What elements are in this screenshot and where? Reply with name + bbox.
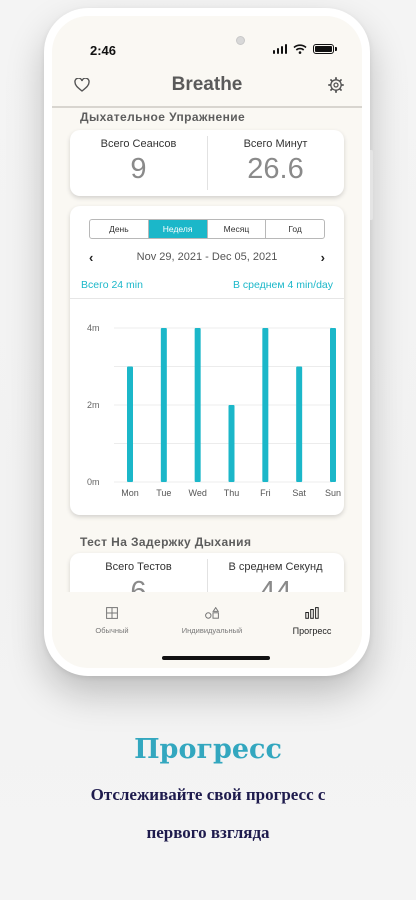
signal-icon (272, 44, 287, 54)
nav-bar: Breathe (52, 66, 362, 108)
period-segmented-control: День Неделя Месяц Год (89, 219, 325, 239)
x-tick-label: Mon (121, 488, 139, 498)
status-icons (272, 44, 337, 54)
x-tick-label: Thu (224, 488, 240, 498)
segment-day[interactable]: День (90, 220, 149, 238)
promo-title: Прогресс (134, 734, 282, 765)
tab-label: Обычный (95, 626, 129, 635)
stat-label: В среднем Секунд (228, 561, 323, 573)
status-bar: 2:46 (52, 16, 362, 60)
y-tick-label: 0m (87, 477, 100, 487)
promo-subtitle-line-1: Отслеживайте свой прогресс с (90, 785, 326, 804)
wifi-icon (293, 44, 307, 54)
camera-dot (236, 36, 245, 45)
stat-label: Всего Сеансов (100, 138, 177, 150)
bar-chart-icon (305, 607, 319, 619)
segment-week[interactable]: Неделя (148, 220, 208, 238)
tab-label: Индивидуальный (181, 626, 243, 635)
x-tick-label: Sun (325, 488, 341, 498)
chart-separator (70, 298, 344, 299)
bar-fri (262, 328, 269, 482)
shapes-icon (205, 606, 220, 619)
app-title: Breathe (171, 74, 243, 95)
weekly-bar-chart: 0m 2m 4m Mon Tue Wed Thu Fri Sat Sun (87, 323, 341, 498)
segment-year[interactable]: Год (288, 224, 302, 234)
heart-icon[interactable] (74, 78, 90, 92)
date-range: Nov 29, 2021 - Dec 05, 2021 (136, 251, 278, 263)
battery-icon (313, 44, 337, 54)
promo-subtitle-line-2: первого взгляда (146, 823, 270, 842)
stat-total-minutes: Всего Минут 26.6 (207, 130, 344, 196)
bar-sun (330, 328, 336, 482)
bar-wed (194, 328, 201, 482)
stat-value: 26.6 (247, 153, 304, 185)
gear-icon[interactable] (328, 77, 344, 93)
x-tick-label: Sat (292, 488, 306, 498)
x-tick-label: Wed (188, 488, 206, 498)
summary-total: Всего 24 min (81, 279, 143, 291)
breathing-stats-card: Всего Сеансов 9 Всего Минут 26.6 (70, 130, 344, 196)
stat-label: Всего Тестов (105, 561, 172, 573)
stat-label: Всего Минут (243, 138, 308, 150)
status-time: 2:46 (90, 43, 117, 58)
breathing-section-title: Дыхательное Упражнение (80, 110, 246, 124)
prev-week-chevron-icon[interactable]: ‹ (89, 250, 94, 265)
tab-progress[interactable]: Прогресс (280, 606, 344, 636)
tab-label: Прогресс (292, 626, 332, 636)
progress-chart-card: День Неделя Месяц Год ‹ Nov 29, 2021 - D… (70, 206, 344, 515)
tab-basic[interactable]: Обычный (84, 606, 140, 635)
stat-divider (207, 559, 208, 613)
phone-frame: 2:46 Breathe (44, 8, 370, 676)
x-tick-label: Tue (156, 488, 171, 498)
bar-mon (127, 366, 133, 482)
stat-value: 9 (130, 153, 147, 185)
stat-total-sessions: Всего Сеансов 9 (70, 130, 207, 196)
bar-thu (228, 405, 235, 482)
stat-divider (207, 136, 208, 190)
promo-subtitle: Отслеживайте свой прогресс с первого взг… (40, 776, 376, 852)
home-indicator (162, 656, 270, 660)
phone-side-button (370, 150, 373, 220)
app-screen: 2:46 Breathe (52, 16, 362, 668)
grid-icon (106, 607, 118, 619)
y-tick-label: 4m (87, 323, 100, 333)
next-week-chevron-icon[interactable]: › (320, 250, 325, 265)
summary-average: В среднем 4 min/day (232, 279, 333, 291)
bar-tue (160, 328, 167, 482)
breath-hold-section-title: Тест На Задержку Дыхания (80, 535, 252, 549)
x-tick-label: Fri (260, 488, 271, 498)
tab-custom[interactable]: Индивидуальный (172, 606, 252, 635)
y-tick-label: 2m (87, 400, 100, 410)
tab-bar: Обычный Индивидуальный Прогресс (52, 592, 362, 642)
segment-month[interactable]: Месяц (208, 220, 267, 238)
bar-sat (296, 366, 303, 482)
